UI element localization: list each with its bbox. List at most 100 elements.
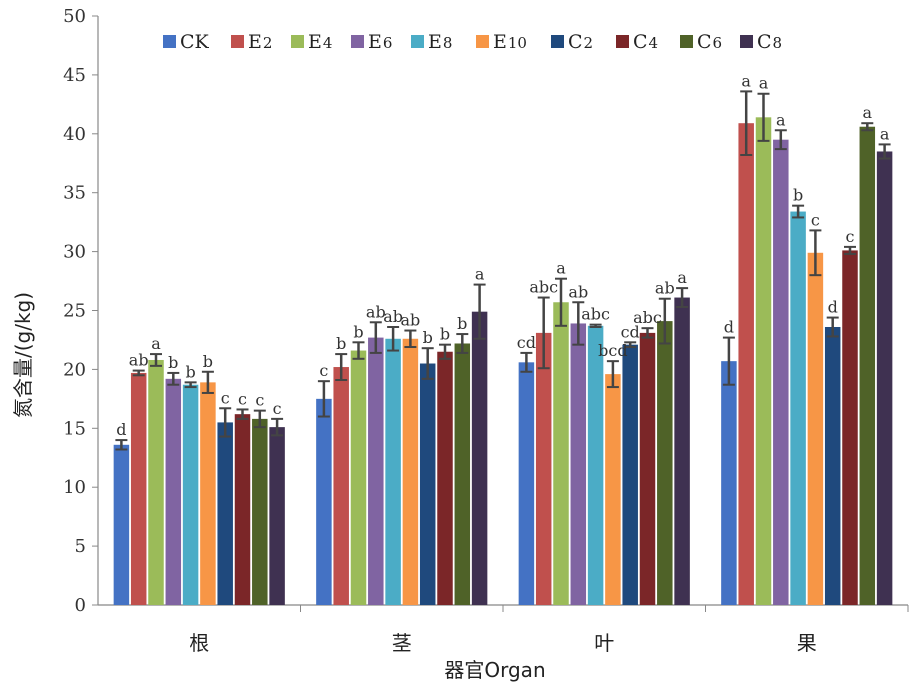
legend-label-main: C	[697, 31, 712, 53]
significance-letter: bcd	[598, 341, 627, 360]
bar	[130, 372, 147, 605]
significance-letter: b	[457, 314, 467, 333]
significance-letter: ab	[401, 311, 421, 330]
y-tick-label: 25	[63, 301, 86, 322]
bar	[587, 325, 604, 605]
bar	[148, 359, 164, 605]
significance-letter: d	[116, 420, 126, 439]
bar	[113, 444, 130, 605]
x-category-label: 果	[797, 631, 817, 655]
bar	[570, 323, 587, 605]
x-axis-title: 器官Organ	[444, 658, 545, 682]
bar	[755, 117, 772, 606]
bar	[738, 123, 754, 605]
bar	[419, 363, 436, 605]
significance-letter: a	[741, 71, 751, 90]
legend-label-subscript: 8	[443, 34, 453, 52]
legend-label: E6	[368, 31, 392, 53]
significance-letter: cd	[517, 333, 536, 352]
bar	[200, 382, 216, 605]
bar	[824, 326, 841, 605]
legend-label-subscript: 4	[649, 34, 659, 52]
legend-label-main: E	[493, 31, 507, 53]
bar	[437, 351, 453, 605]
legend-label-main: E	[368, 31, 382, 53]
y-tick-label: 30	[63, 242, 86, 263]
legend-label-subscript: 2	[263, 34, 273, 52]
bars	[113, 117, 893, 606]
legend-label: C4	[633, 31, 658, 53]
legend-swatch	[680, 35, 693, 48]
bar	[876, 151, 893, 605]
significance-letter: ab	[655, 279, 675, 298]
bar	[657, 321, 673, 605]
bar	[182, 384, 199, 605]
legend-swatch	[476, 35, 489, 48]
bar	[535, 332, 552, 605]
significance-letter: b	[203, 352, 213, 371]
legend-label-main: CK	[180, 31, 210, 53]
significance-letter: a	[475, 265, 485, 284]
bar	[269, 427, 285, 605]
significance-letter: c	[238, 389, 247, 408]
axes: 0 5 10 15 20 25 30 35 40 45 50 根 茎 叶 果	[63, 6, 909, 655]
bar	[674, 297, 690, 605]
bar	[368, 337, 384, 605]
legend-label-subscript: 6	[383, 34, 393, 52]
error-bars	[115, 90, 891, 451]
legend-label-subscript: 10	[508, 34, 527, 52]
significance-letter: abc	[581, 305, 610, 324]
legend-label: E2	[248, 31, 272, 53]
legend-swatch	[291, 35, 304, 48]
significance-letter: ab	[366, 302, 386, 321]
bar	[333, 367, 349, 605]
y-tick-label: 50	[63, 6, 86, 27]
legend-swatch	[551, 35, 564, 48]
legend-label-main: E	[248, 31, 262, 53]
significance-letter: a	[759, 74, 769, 93]
significance-letter: c	[255, 391, 264, 410]
legend-label-main: C	[568, 31, 583, 53]
y-tick-label: 0	[75, 595, 86, 616]
significance-letter: a	[677, 268, 687, 287]
significance-letter: a	[151, 334, 161, 353]
legend-swatch	[163, 35, 176, 48]
significance-letter: c	[846, 227, 855, 246]
significance-letter: b	[793, 186, 803, 205]
significance-letter: b	[168, 353, 178, 372]
legend-swatch	[740, 35, 753, 48]
legend-label-main: E	[308, 31, 322, 53]
x-category-label: 根	[189, 631, 209, 655]
legend-swatch	[231, 35, 244, 48]
significance-letter: c	[273, 399, 282, 418]
significance-letter: b	[440, 325, 450, 344]
significance-letter: abc	[633, 308, 662, 327]
legend-swatch	[351, 35, 364, 48]
bar	[622, 344, 638, 605]
significance-letter: a	[556, 259, 566, 278]
bar	[639, 332, 656, 605]
bar	[217, 422, 233, 605]
significance-letter: c	[319, 361, 328, 380]
significance-letter: b	[336, 334, 346, 353]
y-axis-title: 氮含量/(g/kg)	[11, 292, 35, 418]
bar	[553, 302, 569, 605]
significance-letter: a	[863, 103, 873, 122]
legend-label-subscript: 2	[584, 34, 594, 52]
y-tick-label: 15	[63, 418, 86, 439]
significance-letter: b	[423, 328, 433, 347]
legend: CK E2 E4 E6 E8 E10 C2 C4 C6 C8	[163, 31, 782, 53]
bar	[316, 398, 332, 605]
y-tick-label: 40	[63, 124, 86, 145]
significance-letter: ab	[383, 307, 403, 326]
legend-label: E4	[308, 31, 332, 53]
significance-letter: b	[185, 362, 195, 381]
legend-label-subscript: 4	[323, 34, 333, 52]
legend-label: E10	[493, 31, 527, 53]
x-category-label: 叶	[594, 631, 614, 655]
legend-label: C2	[568, 31, 593, 53]
significance-letter: a	[776, 110, 786, 129]
bar	[165, 378, 182, 605]
bar	[842, 250, 858, 605]
